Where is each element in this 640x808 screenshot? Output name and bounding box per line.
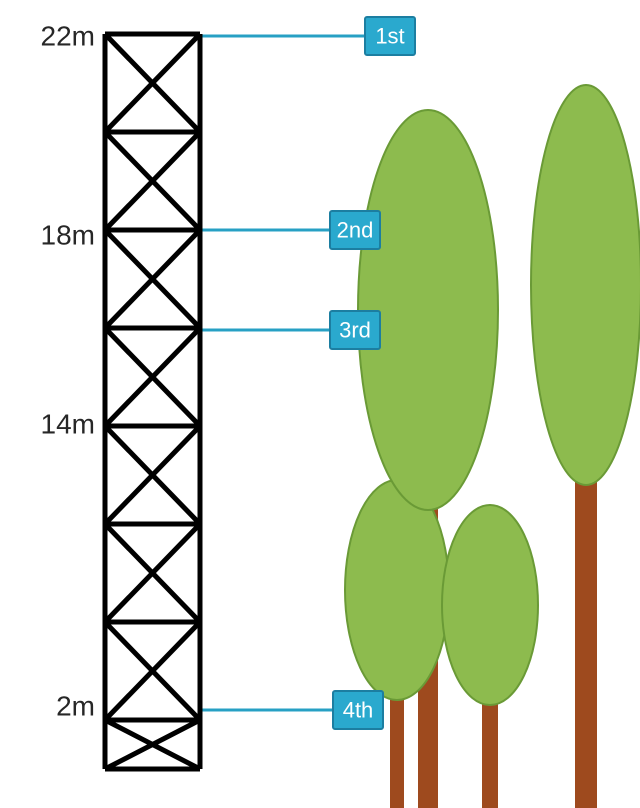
tree-trunk bbox=[575, 460, 597, 808]
level-badge-label: 4th bbox=[343, 698, 374, 723]
tree-canopy bbox=[358, 110, 498, 510]
tree-canopy bbox=[531, 85, 640, 485]
level-badge-label: 3rd bbox=[339, 318, 371, 343]
height-label: 22m bbox=[41, 21, 95, 52]
height-label: 18m bbox=[41, 220, 95, 251]
level-badge-label: 1st bbox=[375, 24, 404, 49]
level-badge-label: 2nd bbox=[337, 218, 374, 243]
tree-canopy bbox=[442, 505, 538, 705]
tree-canopy bbox=[345, 480, 449, 700]
height-label: 14m bbox=[41, 409, 95, 440]
height-label: 2m bbox=[56, 691, 95, 722]
